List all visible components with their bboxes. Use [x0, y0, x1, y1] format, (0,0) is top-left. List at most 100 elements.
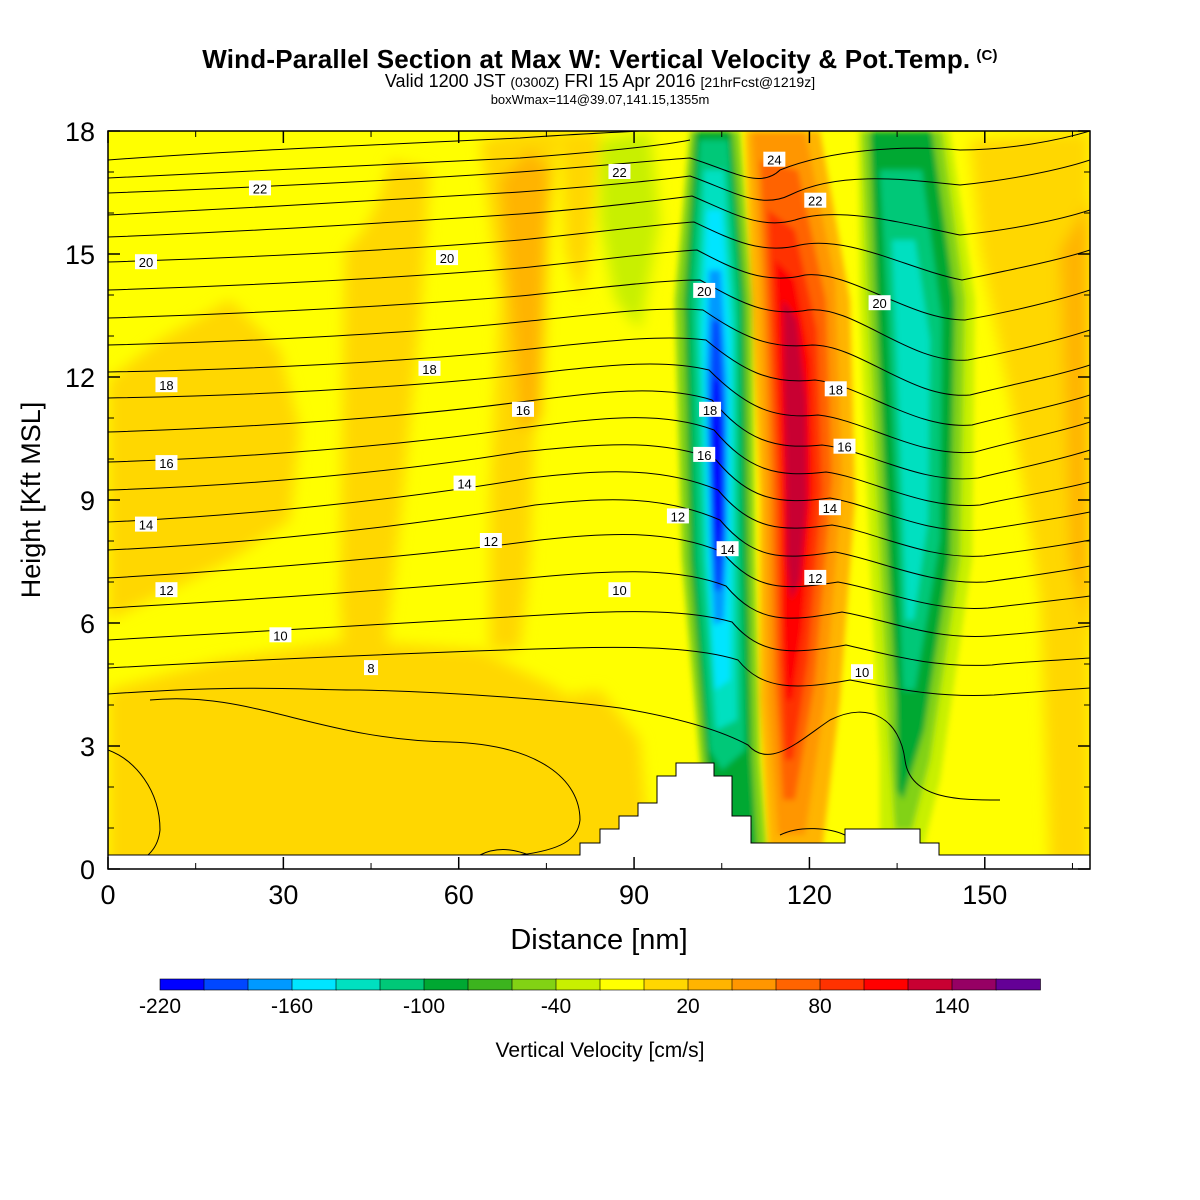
contour-label: 22	[248, 180, 271, 196]
contour-label-box	[269, 627, 292, 643]
colorbar-tick-label: -220	[139, 995, 181, 1018]
contour-label-box	[833, 438, 856, 454]
contour-label-box	[155, 582, 178, 598]
contour-label: 14	[134, 516, 157, 533]
contour-label: 18	[824, 381, 847, 397]
contour-label-text: 12	[671, 509, 685, 524]
box-info: boxWmax=114@39.07,141.15,1355m	[490, 92, 710, 107]
contour-label-box	[666, 508, 689, 524]
valid-date: FRI 15 Apr 2016	[564, 71, 696, 91]
colorbar-swatch	[247, 978, 293, 991]
contour-label-text: 10	[855, 665, 869, 680]
colorbar-label: Vertical Velocity [cm/s]	[496, 1039, 705, 1062]
colorbar-swatch	[159, 978, 205, 991]
contour-label-text: 14	[139, 518, 153, 533]
x-tick-label: 90	[619, 880, 649, 910]
colorbar-swatch	[423, 978, 469, 991]
colorbar-swatch	[291, 978, 337, 991]
contour-label: 18	[699, 401, 722, 418]
terrain	[108, 762, 1090, 869]
colorbar-swatch	[203, 978, 249, 991]
contour-label: 20	[693, 282, 716, 299]
colorbar-swatch	[687, 978, 733, 991]
contour-label-box	[512, 401, 535, 417]
contour-label: 22	[608, 164, 631, 180]
contour-label-box	[248, 180, 271, 196]
y-tick-label: 9	[80, 486, 95, 516]
contour-label: 14	[818, 500, 841, 516]
colorbar-swatch	[863, 978, 909, 991]
contour-label-box	[608, 582, 631, 598]
y-tick-label: 6	[80, 609, 95, 639]
contour-label-box	[436, 250, 459, 266]
contour-label: 10	[608, 582, 631, 598]
contour-label: 12	[804, 569, 827, 586]
contour-label-box	[693, 282, 716, 298]
contour-label-box	[453, 475, 476, 491]
velocity-couplet	[675, 131, 975, 869]
y-axis-title: Height [Kft MSL]	[16, 402, 46, 599]
contour-label-text: 14	[823, 501, 837, 516]
contour-label-text: 18	[159, 378, 173, 393]
contour-label-text: 18	[422, 362, 436, 377]
contour-label: 20	[436, 250, 459, 266]
contour-label-text: 16	[159, 456, 173, 471]
colorbar-swatch	[995, 978, 1041, 991]
contour-label-text: 14	[457, 477, 471, 492]
y-tick-label: 12	[65, 363, 95, 393]
contour-label-text: 18	[703, 403, 717, 418]
contour-label: 8	[364, 660, 379, 676]
contour-label-text: 10	[612, 583, 626, 598]
contour-label-box	[418, 360, 441, 376]
y-tick-label: 15	[65, 240, 95, 270]
contour-label-text: 10	[273, 628, 287, 643]
plot-area: 22 20 18 16 14 12 10 8 20 18 16 14 12 10 12 22 24 22 20 20 1…	[108, 131, 1090, 869]
x-tick-label: 60	[444, 880, 474, 910]
colorbar-swatch	[379, 978, 425, 991]
colorbar-tick-label: 80	[808, 995, 831, 1018]
colorbar	[159, 978, 1041, 991]
contour-label-text: 20	[872, 296, 886, 311]
contour-label: 10	[269, 627, 292, 643]
contour-label-text: 24	[767, 153, 781, 168]
contour-label: 16	[512, 401, 535, 418]
contour-label: 12	[479, 533, 502, 549]
contour-label-box	[693, 446, 716, 462]
contour-label: 12	[155, 582, 178, 598]
x-tick-label: 120	[787, 880, 832, 910]
contour-label: 10	[851, 664, 874, 680]
contour-label: 18	[155, 377, 178, 393]
y-tick-label: 3	[80, 732, 95, 762]
contour-label-box	[818, 500, 841, 516]
contour-label: 22	[804, 192, 827, 209]
y-tick-label: 0	[80, 855, 95, 885]
copyright-mark: (C)	[976, 47, 998, 64]
contour-label-box	[479, 533, 502, 548]
colorbar-swatch	[555, 978, 601, 991]
contour-label-box	[804, 569, 827, 585]
contour-label-box	[716, 541, 739, 557]
x-axis: 0 30 60 90 120 150	[100, 131, 1073, 910]
contour-label-text: 16	[837, 440, 851, 455]
contour-label-text: 12	[484, 534, 498, 549]
contour-label: 20	[134, 254, 157, 270]
contour-label-box	[608, 164, 631, 179]
contour-label-box	[155, 455, 178, 471]
contour-label-text: 20	[139, 255, 153, 270]
x-tick-label: 0	[100, 880, 115, 910]
contour-label-text: 20	[697, 284, 711, 299]
contour-label-box	[851, 664, 874, 680]
valid-prefix: Valid 1200 JST	[384, 71, 506, 91]
contour-label: 24	[763, 151, 786, 168]
colorbar-swatch	[335, 978, 381, 991]
colorbar-tick-label: -100	[403, 995, 445, 1018]
contour-label-box	[763, 151, 786, 167]
contour-label-box	[699, 401, 722, 417]
contour-label-box	[804, 192, 827, 208]
x-axis-title: Distance [nm]	[510, 924, 687, 956]
colorbar-swatch	[731, 978, 777, 991]
x-tick-label: 150	[962, 880, 1007, 910]
colorbar-swatch	[599, 978, 645, 991]
contour-label-text: 12	[808, 571, 822, 586]
